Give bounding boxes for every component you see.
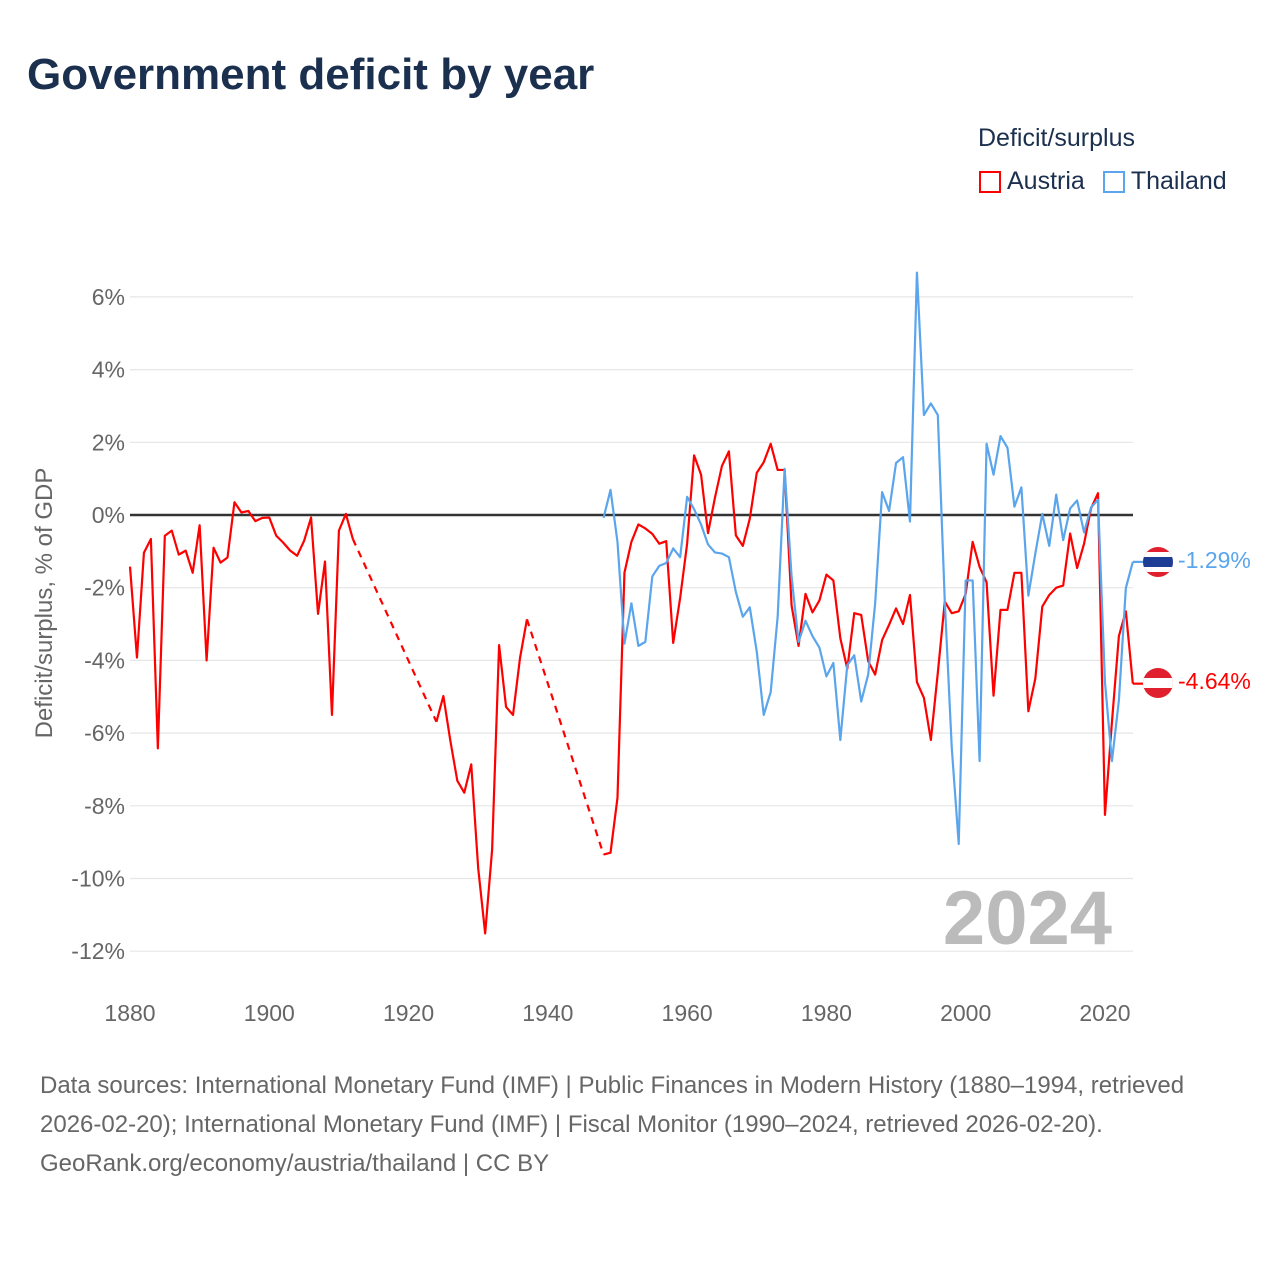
- footer: Data sources: International Monetary Fun…: [40, 1066, 1240, 1183]
- legend-title: Deficit/surplus: [978, 124, 1135, 152]
- y-tick-label: 2%: [92, 429, 125, 455]
- data-sources: Data sources: International Monetary Fun…: [40, 1072, 1185, 1138]
- series-austria: [128, 442, 1143, 935]
- y-tick-label: 6%: [92, 284, 125, 310]
- x-tick-label: 1880: [104, 1000, 155, 1026]
- austria-end-label: -4.64%: [1178, 668, 1251, 694]
- year-watermark: 2024: [943, 876, 1112, 961]
- y-tick-label: -2%: [84, 575, 125, 601]
- y-tick-label: -12%: [71, 938, 125, 964]
- austria-line-segment: [603, 442, 1134, 856]
- thailand-end-label: -1.29%: [1178, 547, 1251, 573]
- austria-swatch: [979, 170, 1001, 193]
- thailand-line-segment: [602, 271, 1134, 846]
- x-tick-label: 1900: [244, 1000, 295, 1026]
- legend-item-austria[interactable]: Austria: [979, 167, 1085, 196]
- x-tick-label: 1960: [662, 1000, 713, 1026]
- x-tick-label: 1940: [522, 1000, 573, 1026]
- y-axis-label: Deficit/surplus, % of GDP: [31, 468, 58, 739]
- x-tick-label: 1980: [801, 1000, 852, 1026]
- y-tick-label: 4%: [92, 357, 125, 383]
- y-tick-label: 0%: [92, 502, 125, 528]
- austria-line-segment: [435, 619, 529, 935]
- series-thailand: [602, 271, 1143, 846]
- austria-gap-dashed-line: [351, 538, 438, 723]
- x-tick-label: 2020: [1079, 1000, 1130, 1026]
- x-tick-label: 2000: [940, 1000, 991, 1026]
- x-tick-label: 1920: [383, 1000, 434, 1026]
- austria-flag-icon: [1143, 668, 1173, 698]
- thailand-flag-icon: [1143, 547, 1173, 577]
- page-title: Government deficit by year: [27, 50, 595, 99]
- y-tick-label: -8%: [84, 793, 125, 819]
- legend-label-austria: Austria: [1007, 167, 1085, 195]
- thailand-swatch: [1102, 170, 1125, 193]
- legend-label-thailand: Thailand: [1130, 167, 1227, 195]
- series-lines: [128, 271, 1143, 935]
- x-tick-labels: 1880 1900 1920 1940 1960 1980 2000 2020: [104, 1000, 1130, 1026]
- y-tick-label: -10%: [71, 866, 125, 892]
- y-tick-label: -4%: [84, 647, 125, 673]
- legend-item-thailand[interactable]: Thailand: [1102, 167, 1227, 196]
- austria-line-segment: [128, 501, 354, 750]
- legend: Deficit/surplus Austria Thailand: [978, 124, 1227, 196]
- y-tick-label: -6%: [84, 720, 125, 746]
- y-tick-labels: 6% 4% 2% 0% -2% -4% -6% -8% -10% -12%: [71, 284, 125, 964]
- austria-gap-dashed-line: [525, 618, 605, 855]
- credit-link[interactable]: GeoRank.org/economy/austria/thailand | C…: [40, 1150, 550, 1177]
